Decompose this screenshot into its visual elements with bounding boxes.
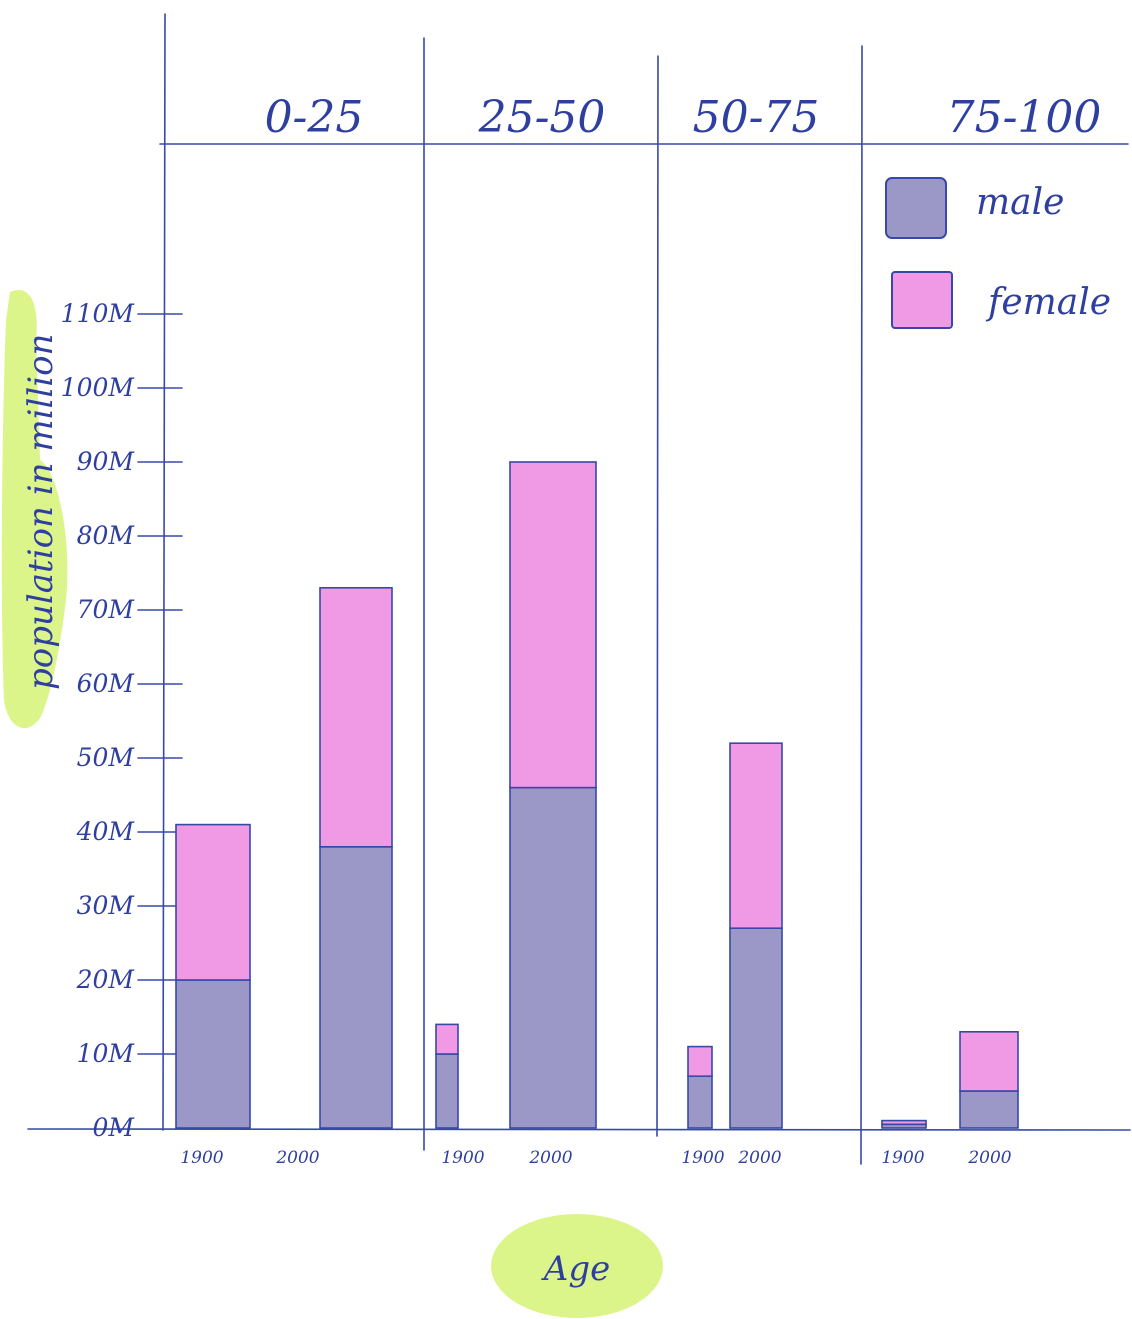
legend-swatch-female [891, 271, 953, 329]
y-tick-label: 70M [77, 595, 136, 624]
ylabel-highlight [1, 290, 68, 729]
y-tick-label: 0M [92, 1113, 135, 1142]
year-label: 1900 [441, 1148, 484, 1168]
bar-female [729, 742, 783, 930]
y-tick-label: 50M [77, 743, 136, 772]
y-axis-title: population in million [21, 334, 61, 690]
legend-swatch-male [885, 177, 947, 239]
year-label: 2000 [275, 1148, 319, 1168]
bar-female [687, 1045, 713, 1077]
group-label: 0-25 [265, 92, 364, 143]
year-label: 2000 [737, 1148, 781, 1168]
year-label: 1900 [180, 1148, 223, 1168]
bar-female [881, 1119, 927, 1126]
group-label: 75-100 [947, 92, 1102, 143]
left-frame-line [162, 13, 166, 1131]
bar-female [959, 1031, 1019, 1092]
group-divider [860, 45, 863, 1165]
bar-female [435, 1023, 459, 1055]
bar-male [175, 979, 251, 1129]
year-label: 2000 [967, 1148, 1011, 1168]
y-tick-label: 60M [77, 669, 136, 698]
group-divider [656, 55, 659, 1137]
y-tick-label: 90M [77, 447, 136, 476]
y-tick-label: 80M [77, 521, 136, 550]
xlabel-highlight [491, 1214, 663, 1318]
x-axis-title: Age [541, 1249, 610, 1289]
y-tick-label: 20M [76, 965, 136, 994]
bar-male [319, 845, 393, 1129]
bar-male [509, 786, 597, 1129]
year-label: 2000 [528, 1148, 572, 1168]
bar-female [509, 461, 597, 789]
bar-male [435, 1053, 459, 1129]
group-label: 50-75 [693, 92, 820, 143]
y-tick-label: 110M [61, 299, 136, 328]
x-axis-line [27, 1128, 1131, 1131]
y-tick-label: 100M [61, 373, 136, 402]
bar-male [687, 1075, 713, 1129]
group-label: 25-50 [478, 92, 606, 143]
y-tick-label: 10M [77, 1039, 136, 1068]
y-tick-label: 40M [76, 817, 136, 846]
legend-label-male: male [976, 182, 1064, 223]
bar-male [729, 927, 783, 1129]
year-label: 1900 [881, 1148, 924, 1168]
y-tick-label: 30M [77, 891, 136, 920]
legend-label-female: female [985, 282, 1111, 323]
bar-female [319, 586, 393, 848]
year-label: 1900 [681, 1148, 724, 1168]
bar-male [959, 1090, 1019, 1129]
bar-female [175, 823, 251, 981]
